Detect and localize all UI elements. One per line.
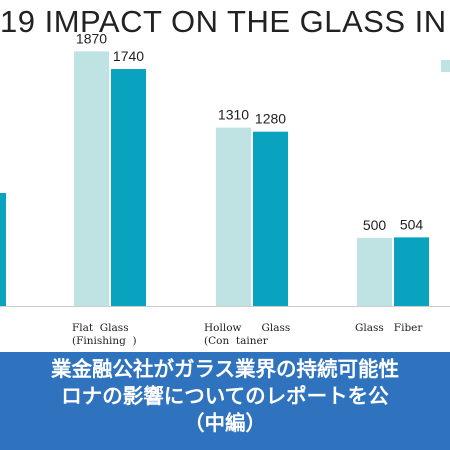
banner-line-1: 業金融公社がガラス業界の持続可能性 <box>50 357 400 381</box>
data-label-glass-fiber-series-1: 500 <box>363 217 387 233</box>
data-label-hollow-glass-container-series-2: 1280 <box>255 111 286 127</box>
category-label-hollow-glass: Hollow Glass (Con tainer <box>204 322 291 347</box>
bar-glass-fiber-series-2 <box>394 237 429 306</box>
article-title-banner: 業金融公社がガラス業界の持続可能性 ロナの影響についてのレポートを公 （中編） <box>0 352 450 450</box>
data-label-glass-fiber-series-2: 504 <box>400 216 424 232</box>
banner-line-3: （中編） <box>184 411 266 435</box>
banner-line-2: ロナの影響についてのレポートを公 <box>61 384 389 408</box>
category-label-flat-glass: Flat Glass (Finishing ) <box>72 322 137 347</box>
chart-title: 19 IMPACT ON THE GLASS IN <box>0 4 447 39</box>
bar-flat-glass-finishing-series-1 <box>74 51 109 307</box>
bar-partial-left <box>0 192 6 306</box>
data-label-flat-glass-finishing-series-1: 1870 <box>76 30 107 46</box>
legend-swatch <box>441 60 450 72</box>
x-axis-baseline <box>0 306 450 307</box>
category-label-glass-fiber: Glass Fiber <box>355 322 423 334</box>
data-label-flat-glass-finishing-series-2: 1740 <box>113 48 144 64</box>
bar-hollow-glass-container-series-1 <box>216 127 251 306</box>
bar-hollow-glass-container-series-2 <box>253 131 288 306</box>
bar-glass-fiber-series-1 <box>357 237 392 306</box>
bar-flat-glass-finishing-series-2 <box>111 69 146 307</box>
data-label-hollow-glass-container-series-1: 1310 <box>218 107 249 123</box>
